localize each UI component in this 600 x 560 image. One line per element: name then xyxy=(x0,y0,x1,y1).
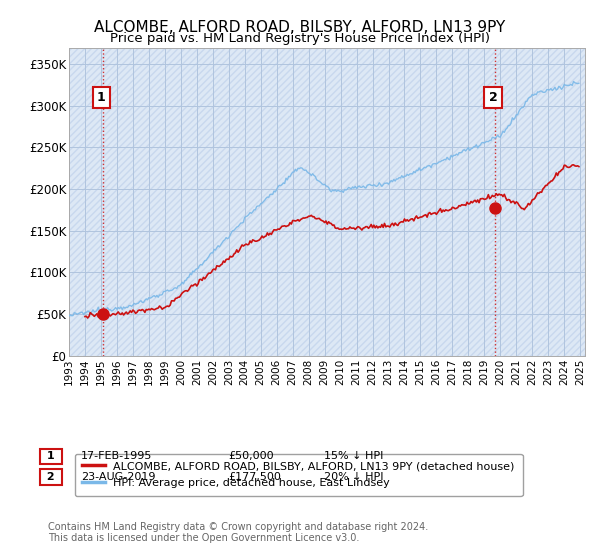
Text: 2: 2 xyxy=(488,91,497,104)
Text: 1: 1 xyxy=(97,91,106,104)
Text: £50,000: £50,000 xyxy=(228,451,274,461)
Text: 1: 1 xyxy=(43,451,59,461)
Text: Price paid vs. HM Land Registry's House Price Index (HPI): Price paid vs. HM Land Registry's House … xyxy=(110,32,490,45)
Text: 23-AUG-2019: 23-AUG-2019 xyxy=(81,472,155,482)
Text: ALCOMBE, ALFORD ROAD, BILSBY, ALFORD, LN13 9PY: ALCOMBE, ALFORD ROAD, BILSBY, ALFORD, LN… xyxy=(94,20,506,35)
Text: 15% ↓ HPI: 15% ↓ HPI xyxy=(324,451,383,461)
Text: Contains HM Land Registry data © Crown copyright and database right 2024.
This d: Contains HM Land Registry data © Crown c… xyxy=(48,521,428,543)
Text: 17-FEB-1995: 17-FEB-1995 xyxy=(81,451,152,461)
Text: 2: 2 xyxy=(43,472,59,482)
Text: 20% ↓ HPI: 20% ↓ HPI xyxy=(324,472,383,482)
Text: £177,500: £177,500 xyxy=(228,472,281,482)
Legend: ALCOMBE, ALFORD ROAD, BILSBY, ALFORD, LN13 9PY (detached house), HPI: Average pr: ALCOMBE, ALFORD ROAD, BILSBY, ALFORD, LN… xyxy=(74,454,523,496)
